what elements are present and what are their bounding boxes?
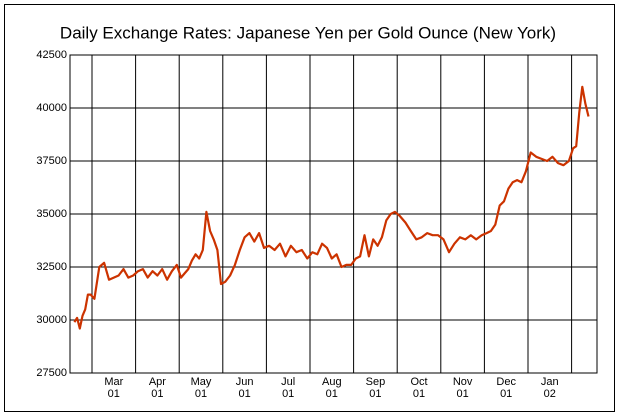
- x-tick-sublabel: 01: [413, 388, 425, 400]
- x-tick-sublabel: 01: [282, 388, 294, 400]
- x-tick-label: Mar: [104, 376, 123, 388]
- y-tick-label: 32500: [36, 261, 67, 273]
- x-tick-label: May: [191, 376, 212, 388]
- y-tick-label: 30000: [36, 314, 67, 326]
- x-tick-label: Aug: [322, 376, 342, 388]
- x-tick-label: Sep: [366, 376, 386, 388]
- x-tick-sublabel: 01: [326, 388, 338, 400]
- y-tick-label: 40000: [36, 102, 67, 114]
- x-tick-sublabel: 01: [195, 388, 207, 400]
- x-tick-label: Jan: [541, 376, 559, 388]
- x-tick-sublabel: 01: [456, 388, 468, 400]
- x-tick-label: Nov: [453, 376, 473, 388]
- x-tick-sublabel: 01: [151, 388, 163, 400]
- y-tick-label: 35000: [36, 208, 67, 220]
- x-tick-sublabel: 01: [238, 388, 250, 400]
- x-tick-sublabel: 01: [500, 388, 512, 400]
- y-tick-label: 37500: [36, 155, 67, 167]
- x-tick-sublabel: 02: [544, 388, 556, 400]
- y-tick-label: 42500: [36, 49, 67, 61]
- x-tick-sublabel: 01: [108, 388, 120, 400]
- x-tick-label: Apr: [149, 376, 166, 388]
- x-tick-label: Dec: [496, 376, 516, 388]
- x-tick-label: Jun: [236, 376, 254, 388]
- x-tick-label: Oct: [410, 376, 427, 388]
- y-tick-label: 27500: [36, 367, 67, 379]
- chart-title: Daily Exchange Rates: Japanese Yen per G…: [60, 23, 556, 42]
- x-tick-sublabel: 01: [369, 388, 381, 400]
- x-tick-label: Jul: [281, 376, 295, 388]
- rate-line: [73, 85, 590, 330]
